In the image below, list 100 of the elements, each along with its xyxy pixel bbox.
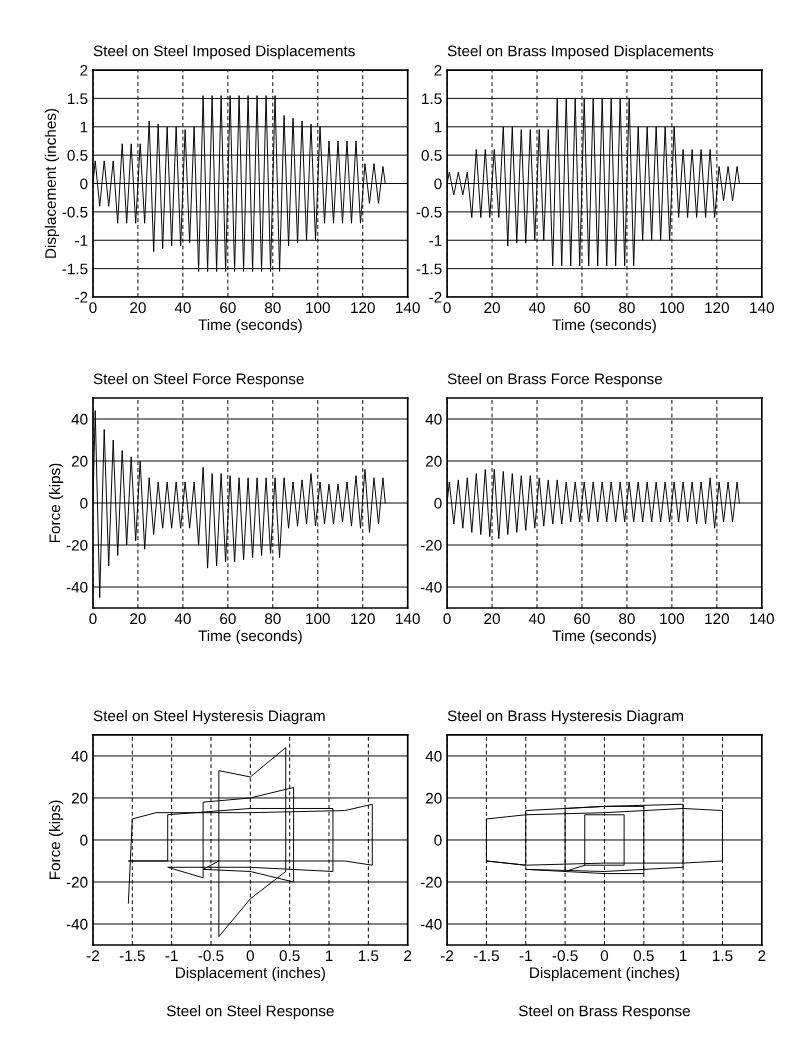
x-tick-label: 40 xyxy=(174,613,191,625)
x-tick-label: 100 xyxy=(306,302,330,314)
x-tick-label: 0.5 xyxy=(279,950,300,962)
y-tick-label: -0.5 xyxy=(416,206,442,218)
chart-title: Steel on Steel Imposed Displacements xyxy=(93,45,355,60)
x-tick-label: 60 xyxy=(574,613,590,625)
x-tick-label: 1.5 xyxy=(713,950,733,962)
y-tick-label: 0 xyxy=(80,178,88,190)
y-tick-label: -40 xyxy=(420,581,442,593)
x-axis-title: Time (seconds) xyxy=(552,629,656,645)
x-tick-label: 100 xyxy=(306,613,330,625)
x-tick-label: 2 xyxy=(758,950,766,961)
y-tick-label: -0.5 xyxy=(62,206,88,218)
y-tick-label: -1 xyxy=(75,235,88,246)
x-tick-label: 40 xyxy=(528,613,545,625)
x-tick-label: 80 xyxy=(264,302,281,314)
x-tick-label: 20 xyxy=(484,302,500,314)
x-tick-label: -0.5 xyxy=(198,950,224,962)
chart-title: Steel on Brass Hysteresis Diagram xyxy=(447,710,683,725)
x-tick-label: -0.5 xyxy=(552,950,578,962)
y-tick-label: 1 xyxy=(80,121,88,133)
chart-title: Steel on Brass Force Response xyxy=(447,373,663,388)
y-tick-label: 20 xyxy=(425,455,442,467)
x-tick-label: 0 xyxy=(443,302,451,314)
y-tick-label: 40 xyxy=(425,413,442,425)
x-tick-label: 0 xyxy=(89,302,97,314)
y-tick-label: -1.5 xyxy=(416,263,442,275)
x-tick-label: -1.5 xyxy=(473,950,499,962)
text: Steel on Steel Response xyxy=(166,1005,334,1020)
y-axis-title: Displacement (inches) xyxy=(44,108,59,258)
y-tick-label: 2 xyxy=(80,64,88,76)
x-tick-label: 1 xyxy=(325,950,333,961)
y-tick-label: -2 xyxy=(429,291,442,303)
x-tick-label: 40 xyxy=(174,302,191,314)
x-tick-label: 0 xyxy=(443,613,451,625)
chart-title: Steel on Steel Hysteresis Diagram xyxy=(93,710,325,725)
x-tick-label: 140 xyxy=(750,302,774,314)
y-tick-label: -20 xyxy=(420,539,442,551)
y-tick-label: 20 xyxy=(71,455,88,467)
x-tick-label: 100 xyxy=(660,302,685,314)
y-tick-label: -2 xyxy=(75,291,88,303)
x-tick-label: 0 xyxy=(89,613,97,625)
x-tick-label: 20 xyxy=(130,613,146,625)
x-tick-label: 60 xyxy=(574,302,590,314)
x-tick-label: 2 xyxy=(404,950,412,961)
x-axis-title: Displacement (inches) xyxy=(530,966,680,982)
x-tick-label: 20 xyxy=(484,613,500,625)
x-tick-label: 20 xyxy=(130,302,146,314)
x-tick-label: -1 xyxy=(519,950,532,961)
y-tick-label: -40 xyxy=(66,918,88,930)
x-tick-label: 80 xyxy=(619,613,635,625)
x-tick-label: 1 xyxy=(680,950,687,961)
x-tick-label: 120 xyxy=(705,613,729,625)
y-tick-label: -1 xyxy=(429,235,442,246)
y-tick-label: 1.5 xyxy=(68,93,88,105)
x-axis-title: Time (seconds) xyxy=(198,629,302,645)
x-tick-label: -1 xyxy=(165,950,178,961)
y-tick-label: 0 xyxy=(80,834,88,846)
y-tick-label: 1.5 xyxy=(422,93,442,105)
y-tick-label: 2 xyxy=(434,64,442,76)
y-tick-label: 0 xyxy=(434,834,442,846)
x-tick-label: 1.5 xyxy=(358,950,379,962)
x-tick-label: 120 xyxy=(351,613,375,625)
y-tick-label: -40 xyxy=(420,918,442,930)
x-tick-label: 60 xyxy=(220,613,236,625)
x-tick-label: 120 xyxy=(705,302,729,314)
y-tick-label: -20 xyxy=(66,876,88,888)
y-tick-label: 0 xyxy=(434,178,442,190)
x-tick-label: 80 xyxy=(619,302,635,314)
text: Steel on Brass Response xyxy=(518,1005,690,1020)
chart-title: Steel on Brass Imposed Displacements xyxy=(447,45,714,60)
y-axis-title: Force (kips) xyxy=(49,800,64,880)
x-tick-label: -1.5 xyxy=(119,950,145,962)
y-tick-label: -1.5 xyxy=(62,263,88,275)
y-tick-label: -20 xyxy=(66,539,88,551)
x-tick-label: 80 xyxy=(264,613,281,625)
x-tick-label: 40 xyxy=(528,302,545,314)
y-axis-title: Force (kips) xyxy=(49,463,64,543)
x-tick-label: 0 xyxy=(246,950,254,962)
x-tick-label: 100 xyxy=(660,613,685,625)
x-axis-title: Time (seconds) xyxy=(552,318,656,334)
y-tick-label: -40 xyxy=(66,581,88,593)
x-tick-label: 120 xyxy=(351,302,375,314)
y-tick-label: 40 xyxy=(425,750,442,762)
y-tick-label: 0.5 xyxy=(421,150,442,161)
y-tick-label: 40 xyxy=(71,750,88,762)
x-axis-title: Time (seconds) xyxy=(198,318,302,334)
y-tick-label: 40 xyxy=(71,413,88,425)
y-tick-label: -20 xyxy=(420,876,442,888)
y-tick-label: 20 xyxy=(425,792,442,804)
x-tick-label: 140 xyxy=(750,613,774,625)
x-tick-label: 60 xyxy=(220,302,236,314)
chart-title: Steel on Steel Force Response xyxy=(93,373,304,388)
x-tick-label: 140 xyxy=(396,302,420,314)
y-tick-label: 20 xyxy=(71,792,88,804)
x-tick-label: 0 xyxy=(600,950,609,962)
x-tick-label: 140 xyxy=(396,613,420,625)
y-tick-label: 1 xyxy=(434,121,442,133)
x-axis-title: Displacement (inches) xyxy=(176,966,325,982)
y-tick-label: 0 xyxy=(80,497,88,509)
